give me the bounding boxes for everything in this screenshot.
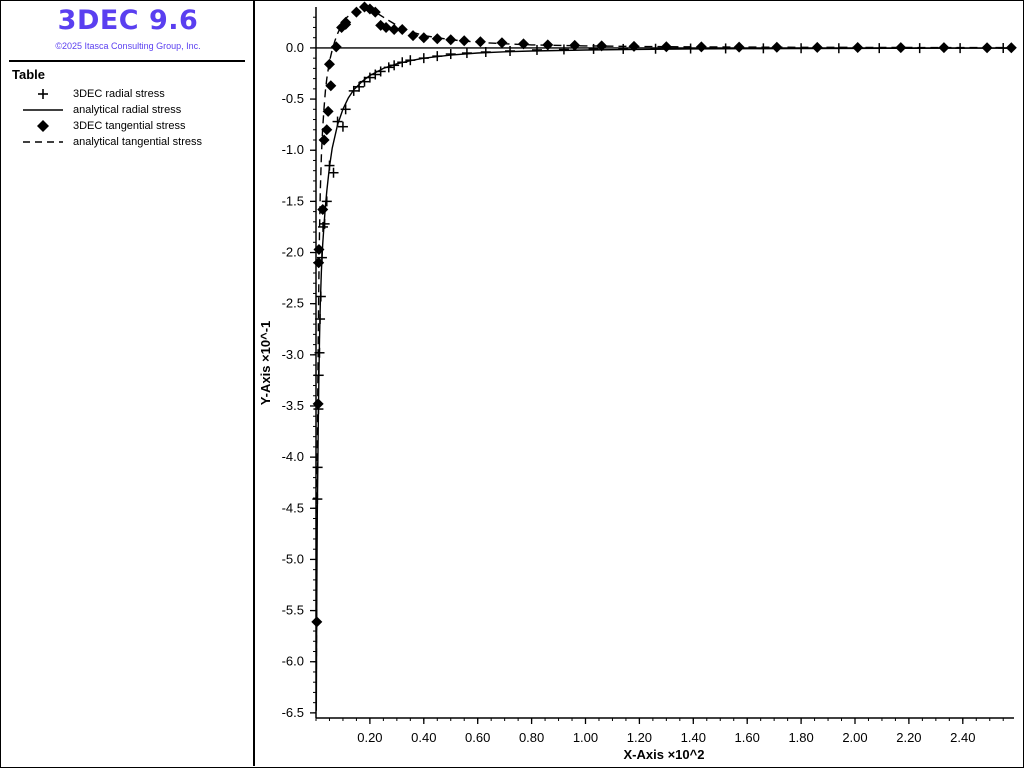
radial-data-point <box>328 167 339 178</box>
legend-item-analytical-radial: analytical radial stress <box>21 103 251 117</box>
x-tick-label: 1.40 <box>681 730 706 745</box>
legend-label: analytical radial stress <box>73 104 182 116</box>
y-tick-label: -4.0 <box>282 449 304 464</box>
y-tick-label: -2.5 <box>282 296 304 311</box>
tangential-data-point <box>895 42 907 54</box>
y-tick-label: -6.0 <box>282 654 304 669</box>
legend-label: 3DEC tangential stress <box>73 120 186 132</box>
tangential-data-point <box>369 6 381 18</box>
y-tick-label: -5.0 <box>282 551 304 566</box>
x-tick-label: 2.20 <box>896 730 921 745</box>
legend-item-3dec-radial: 3DEC radial stress <box>21 87 251 101</box>
radial-data-point <box>531 44 542 55</box>
dashed-line-icon <box>23 141 63 143</box>
x-tick-label: 0.20 <box>357 730 382 745</box>
tangential-data-point <box>569 39 581 51</box>
y-tick-label: 0.0 <box>286 40 304 55</box>
tangential-data-point <box>321 124 333 136</box>
x-tick-label: 0.60 <box>465 730 490 745</box>
tangential-data-point <box>660 41 672 53</box>
y-tick-label: -3.0 <box>282 347 304 362</box>
legend-divider <box>9 60 245 62</box>
radial-data-point <box>445 49 456 60</box>
y-tick-label: -2.0 <box>282 245 304 260</box>
tangential-data-point <box>380 21 392 33</box>
x-tick-label: 2.40 <box>950 730 975 745</box>
x-tick-label: 0.40 <box>411 730 436 745</box>
legend-label: analytical tangential stress <box>73 136 203 148</box>
series-analytical-radial-stress <box>315 47 1012 711</box>
tangential-data-point <box>311 616 323 628</box>
x-tick-label: 1.80 <box>788 730 813 745</box>
copyright-notice: ©2025 Itasca Consulting Group, Inc. <box>55 41 201 51</box>
tangential-data-point <box>322 105 334 117</box>
stress-chart[interactable]: 0.0 -0.5 -1.0 -1.5 -2.0 -2.5 -3.0 -3.5 -4.0 -4.5 -… <box>256 1 1022 766</box>
analytical-radial-line <box>315 47 1012 711</box>
series-3dec-tangential-stress <box>311 1 1017 628</box>
chart-axes: 0.0 -0.5 -1.0 -1.5 -2.0 -2.5 -3.0 -3.5 -4.0 -4.5 -… <box>282 7 1014 745</box>
tangential-data-point <box>418 32 430 44</box>
y-tick-label: -0.5 <box>282 91 304 106</box>
y-tick-label: -4.5 <box>282 500 304 515</box>
tangential-data-point <box>325 80 337 92</box>
y-tick-label: -6.5 <box>282 705 304 720</box>
tangential-data-point <box>518 38 530 50</box>
radial-data-point <box>337 121 348 132</box>
x-axis-label: X-Axis ×10^2 <box>624 747 705 762</box>
y-tick-label: -1.0 <box>282 142 304 157</box>
legend-item-3dec-tangential: 3DEC tangential stress <box>21 119 251 133</box>
x-tick-label: 1.20 <box>627 730 652 745</box>
tangential-data-point <box>431 33 443 45</box>
analytical-tangential-line <box>315 9 1012 683</box>
radial-data-point <box>558 44 569 55</box>
y-tick-label: -3.5 <box>282 398 304 413</box>
solid-line-icon <box>23 109 63 111</box>
x-tick-label: 0.80 <box>519 730 544 745</box>
y-tick-label: -5.5 <box>282 603 304 618</box>
y-tick-label: -1.5 <box>282 193 304 208</box>
x-tick-label: 2.00 <box>842 730 867 745</box>
series-analytical-tangential-stress <box>315 9 1012 683</box>
tangential-data-point <box>330 41 342 53</box>
diamond-marker-icon <box>37 120 49 132</box>
legend-panel: 3DEC 9.6 ©2025 Itasca Consulting Group, … <box>1 1 255 766</box>
tangential-data-point <box>318 134 330 146</box>
tangential-data-point <box>396 24 408 36</box>
tangential-data-point <box>388 24 400 36</box>
tangential-data-point <box>1005 42 1017 54</box>
x-tick-label: 1.00 <box>573 730 598 745</box>
y-axis-label: Y-Axis ×10^-1 <box>258 321 273 406</box>
series-3dec-radial-stress <box>312 43 1009 505</box>
tangential-data-point <box>596 40 608 52</box>
legend-label: 3DEC radial stress <box>73 88 165 100</box>
tangential-data-point <box>340 16 352 28</box>
tangential-data-point <box>496 37 508 49</box>
plus-marker-icon <box>38 89 48 99</box>
legend-heading: Table <box>12 67 45 82</box>
chart-series-layer <box>311 1 1017 711</box>
x-tick-label: 1.60 <box>735 730 760 745</box>
app-title: 3DEC 9.6 <box>57 5 199 36</box>
legend-item-analytical-tangential: analytical tangential stress <box>21 135 251 149</box>
